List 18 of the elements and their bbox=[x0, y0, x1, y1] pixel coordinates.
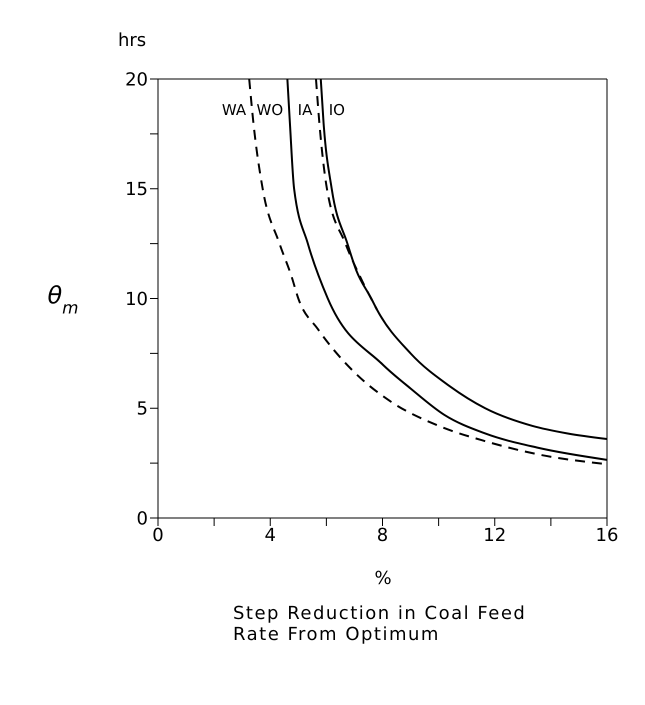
y-axis-title: θ$_{m}$ bbox=[47, 282, 79, 318]
x-axis-title: Step Reduction in Coal Feed Rate From Optimum bbox=[233, 603, 528, 645]
series-label: IO bbox=[328, 101, 345, 120]
series-label: IA bbox=[298, 101, 314, 120]
y-tick-label: 15 bbox=[125, 179, 148, 200]
x-tick-label: 8 bbox=[376, 524, 388, 546]
y-tick-label: 20 bbox=[125, 69, 148, 90]
x-tick-label: 16 bbox=[596, 524, 618, 546]
series-label: WO bbox=[256, 101, 284, 120]
x-tick-label: 12 bbox=[483, 524, 506, 546]
y-tick-label: 5 bbox=[136, 398, 148, 420]
text: % bbox=[373, 568, 393, 589]
x-tick-label: 0 bbox=[152, 524, 164, 546]
text: hrs bbox=[118, 30, 146, 51]
y-tick-label: 0 bbox=[136, 508, 148, 530]
y-tick-label: 10 bbox=[125, 288, 148, 310]
series-label: WA bbox=[222, 101, 247, 120]
x-tick-label: 4 bbox=[264, 524, 276, 546]
